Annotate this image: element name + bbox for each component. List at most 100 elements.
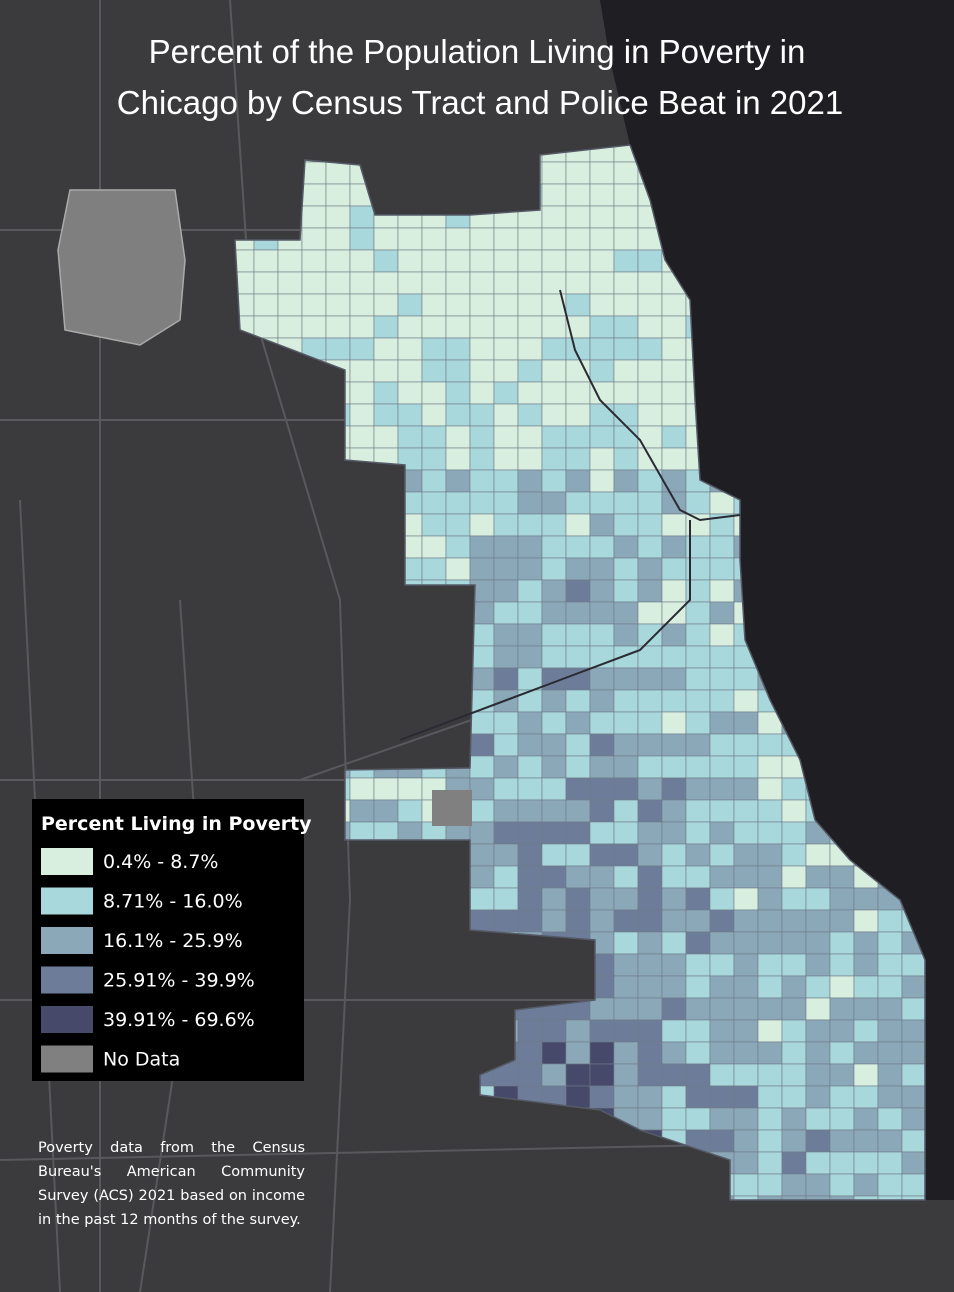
tract — [685, 997, 711, 1021]
tract — [469, 315, 495, 339]
tract — [661, 293, 687, 317]
tract — [781, 931, 807, 955]
tract — [685, 1085, 711, 1109]
tract — [325, 1041, 351, 1065]
tract — [517, 821, 543, 845]
tract — [661, 557, 687, 581]
tract — [235, 755, 255, 779]
tract — [493, 359, 519, 383]
tract — [637, 623, 663, 647]
tract — [541, 755, 567, 779]
tract — [493, 843, 519, 867]
tract — [517, 315, 543, 339]
tract — [901, 1173, 925, 1197]
tract — [445, 997, 471, 1021]
tract — [565, 887, 591, 911]
tract — [829, 931, 855, 955]
tract — [661, 689, 687, 713]
tract — [253, 623, 279, 647]
tract — [589, 1151, 615, 1175]
tract — [445, 161, 471, 185]
tract — [733, 1085, 759, 1109]
tract — [661, 645, 687, 669]
tract — [733, 799, 759, 823]
tract — [733, 821, 759, 845]
tract — [493, 227, 519, 251]
tract — [445, 953, 471, 977]
tract — [325, 469, 351, 493]
tract — [349, 425, 375, 449]
tract — [517, 843, 543, 867]
tract — [493, 1173, 519, 1197]
tract — [349, 513, 375, 537]
tract — [541, 315, 567, 339]
tract — [517, 249, 543, 273]
tract — [565, 711, 591, 735]
tract — [877, 1107, 903, 1131]
tract — [277, 183, 303, 207]
tract — [685, 1173, 711, 1197]
tract — [901, 1151, 925, 1175]
tract — [421, 447, 447, 471]
tract — [493, 623, 519, 647]
tract — [757, 755, 783, 779]
tract — [517, 755, 543, 779]
tract — [565, 491, 591, 515]
tract — [613, 799, 639, 823]
tract — [373, 1019, 399, 1043]
tract — [637, 931, 663, 955]
legend-label: 8.71% - 16.0% — [103, 891, 243, 913]
tract — [805, 1107, 831, 1131]
tract — [469, 1041, 495, 1065]
tract — [757, 843, 783, 867]
tract — [757, 865, 783, 889]
tract — [589, 271, 615, 295]
tract — [373, 293, 399, 317]
tract — [421, 997, 447, 1021]
title-line: Chicago by Census Tract and Police Beat … — [117, 84, 843, 121]
tract — [589, 535, 615, 559]
tract — [733, 931, 759, 955]
tract — [613, 975, 639, 999]
tract — [253, 645, 279, 669]
tract — [397, 183, 423, 207]
tract — [301, 843, 327, 867]
legend-label: 25.91% - 39.9% — [103, 970, 255, 992]
tract — [373, 865, 399, 889]
tract — [709, 843, 735, 867]
tract — [349, 645, 375, 669]
tract — [637, 1107, 663, 1131]
tract — [493, 1107, 519, 1131]
tract — [397, 205, 423, 229]
tract — [493, 491, 519, 515]
tract — [493, 931, 519, 955]
tract — [589, 689, 615, 713]
tract-no-data — [432, 790, 472, 826]
tract — [733, 733, 759, 757]
tract — [613, 1063, 639, 1087]
tract — [301, 1019, 327, 1043]
tract — [235, 293, 255, 317]
tract — [493, 315, 519, 339]
tract — [469, 227, 495, 251]
tract — [235, 623, 255, 647]
tract — [877, 953, 903, 977]
tract — [709, 1041, 735, 1065]
tract — [637, 579, 663, 603]
tract — [349, 1019, 375, 1043]
tract — [733, 689, 759, 713]
tract — [253, 315, 279, 339]
tract — [877, 1195, 903, 1200]
tract — [235, 535, 255, 559]
tract — [565, 975, 591, 999]
tract — [493, 821, 519, 845]
tract — [661, 909, 687, 933]
tract — [757, 953, 783, 977]
tract — [397, 799, 423, 823]
tract — [709, 733, 735, 757]
tract — [589, 183, 615, 207]
tract — [469, 403, 495, 427]
tract — [493, 447, 519, 471]
tract — [349, 601, 375, 625]
tract — [373, 909, 399, 933]
